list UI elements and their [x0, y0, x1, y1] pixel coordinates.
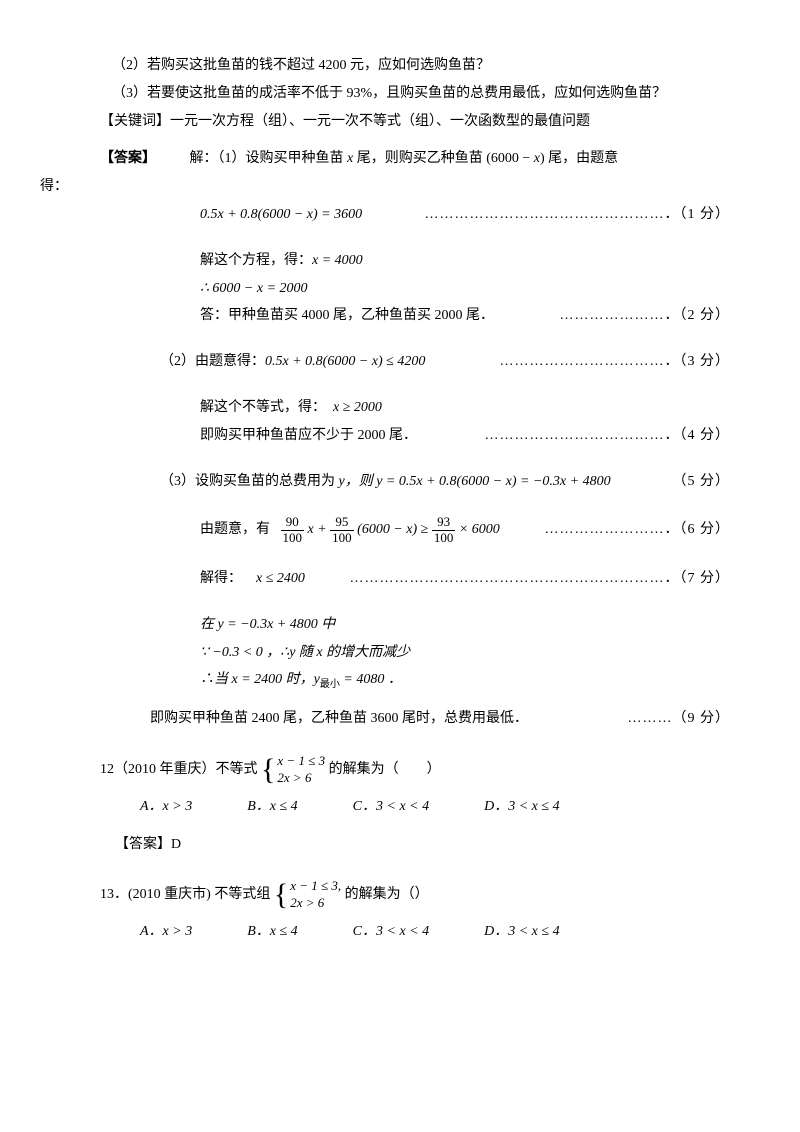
- keywords-label: 【关键词】: [100, 114, 170, 129]
- p13-opt-b: B．x ≤ 4: [247, 920, 297, 944]
- a3-dec: ∵ −0.3 < 0 ，∴y 随 x 的增大而减少: [100, 641, 730, 665]
- p12-options: A．x > 3 B．x ≤ 4 C．3 < x < 4 D．3 < x ≤ 4: [100, 795, 730, 819]
- pt2: …………………．（2 分）: [560, 304, 731, 328]
- question-3: （3）若要使这批鱼苗的成活率不低于 93%，且购买鱼苗的总费用最低，应如何选购鱼…: [100, 82, 730, 106]
- p12-opt-d: D．3 < x ≤ 4: [484, 795, 559, 819]
- solve1: 解这个方程，得：x = 4000: [100, 249, 730, 273]
- a2-res: 即购买甲种鱼苗应不少于 2000 尾．: [200, 424, 417, 448]
- solve-ineq: 解这个不等式，得： x ≥ 2000: [100, 396, 730, 420]
- p12-opt-c: C．3 < x < 4: [353, 795, 429, 819]
- pt4: ………………………………．（4 分）: [485, 424, 731, 448]
- pt7: ………………………………………………………．（7 分）: [350, 567, 731, 591]
- a3-final: 即购买甲种鱼苗 2400 尾，乙种鱼苗 3600 尾时，总费用最低．: [150, 707, 528, 731]
- a3-solve-row: 解得： x ≤ 2400 ………………………………………………………．（7 分）: [100, 567, 730, 591]
- p12-answer: 【答案】D: [100, 833, 730, 857]
- pt6: ……………………．（6 分）: [545, 518, 731, 542]
- pt3: ……………………………．（3 分）: [500, 350, 731, 374]
- therefore: ∴ 6000 − x = 2000: [100, 277, 730, 301]
- pt5: （5 分）: [664, 470, 731, 494]
- p13-opt-a: A．x > 3: [140, 920, 192, 944]
- a3-when: ∴当 x = 2400 时，y最小 = 4080 ．: [100, 668, 730, 693]
- a3-cond-row: 由题意，有 90100 x + 95100 (6000 − x) ≥ 93100…: [100, 515, 730, 545]
- p12-opt-b: B．x ≤ 4: [247, 795, 297, 819]
- a1-de: 得：: [40, 175, 730, 199]
- eq1-row: 0.5x + 0.8(6000 − x) = 3600 …………………………………: [100, 203, 730, 227]
- answer-label: 【答案】: [100, 151, 156, 166]
- question-2: （2）若购买这批鱼苗的钱不超过 4200 元，应如何选购鱼苗？: [100, 54, 730, 78]
- a1-mid: 尾，则购买乙种鱼苗 (6000 −: [353, 151, 534, 166]
- p12-opt-a: A．x > 3: [140, 795, 192, 819]
- keywords-text: 一元一次方程（组）、一元一次不等式（组）、一次函数型的最值问题: [170, 114, 590, 129]
- ans1-text: 答：甲种鱼苗买 4000 尾，乙种鱼苗买 2000 尾．: [200, 304, 494, 328]
- p13-opt-c: C．3 < x < 4: [353, 920, 429, 944]
- keywords-row: 【关键词】一元一次方程（组）、一元一次不等式（组）、一次函数型的最值问题: [100, 110, 730, 134]
- p13-options: A．x > 3 B．x ≤ 4 C．3 < x < 4 D．3 < x ≤ 4: [100, 920, 730, 944]
- pt9: ………（9 分）: [628, 707, 731, 731]
- ans1-row: 答：甲种鱼苗买 4000 尾，乙种鱼苗买 2000 尾． …………………．（2 …: [100, 304, 730, 328]
- a3-in: 在 y = −0.3x + 4800 中: [100, 613, 730, 637]
- a2-row: （2）由题意得：0.5x + 0.8(6000 − x) ≤ 4200 ……………: [100, 350, 730, 374]
- a2-res-row: 即购买甲种鱼苗应不少于 2000 尾． ………………………………．（4 分）: [100, 424, 730, 448]
- pt1: …………………………………………．（1 分）: [425, 203, 731, 227]
- a3-final-row: 即购买甲种鱼苗 2400 尾，乙种鱼苗 3600 尾时，总费用最低． ………（9…: [100, 707, 730, 731]
- problem-12: 12（2010 年重庆）不等式 { x − 1 ≤ 32x > 6 的解集为（ …: [100, 753, 730, 787]
- a1-pre: 解：（1）设购买甲种鱼苗: [190, 151, 348, 166]
- answer-intro: 【答案】 解：（1）设购买甲种鱼苗 x 尾，则购买乙种鱼苗 (6000 − x)…: [100, 147, 730, 171]
- eq1: 0.5x + 0.8(6000 − x) = 3600: [200, 203, 362, 227]
- a3-row: （3）设购买鱼苗的总费用为 y，则 y = 0.5x + 0.8(6000 − …: [100, 470, 730, 494]
- problem-13: 13．(2010 重庆市) 不等式组 { x − 1 ≤ 3,2x > 6 的解…: [100, 878, 730, 912]
- a1-mid2: ) 尾，由题意: [540, 151, 618, 166]
- p13-opt-d: D．3 < x ≤ 4: [484, 920, 559, 944]
